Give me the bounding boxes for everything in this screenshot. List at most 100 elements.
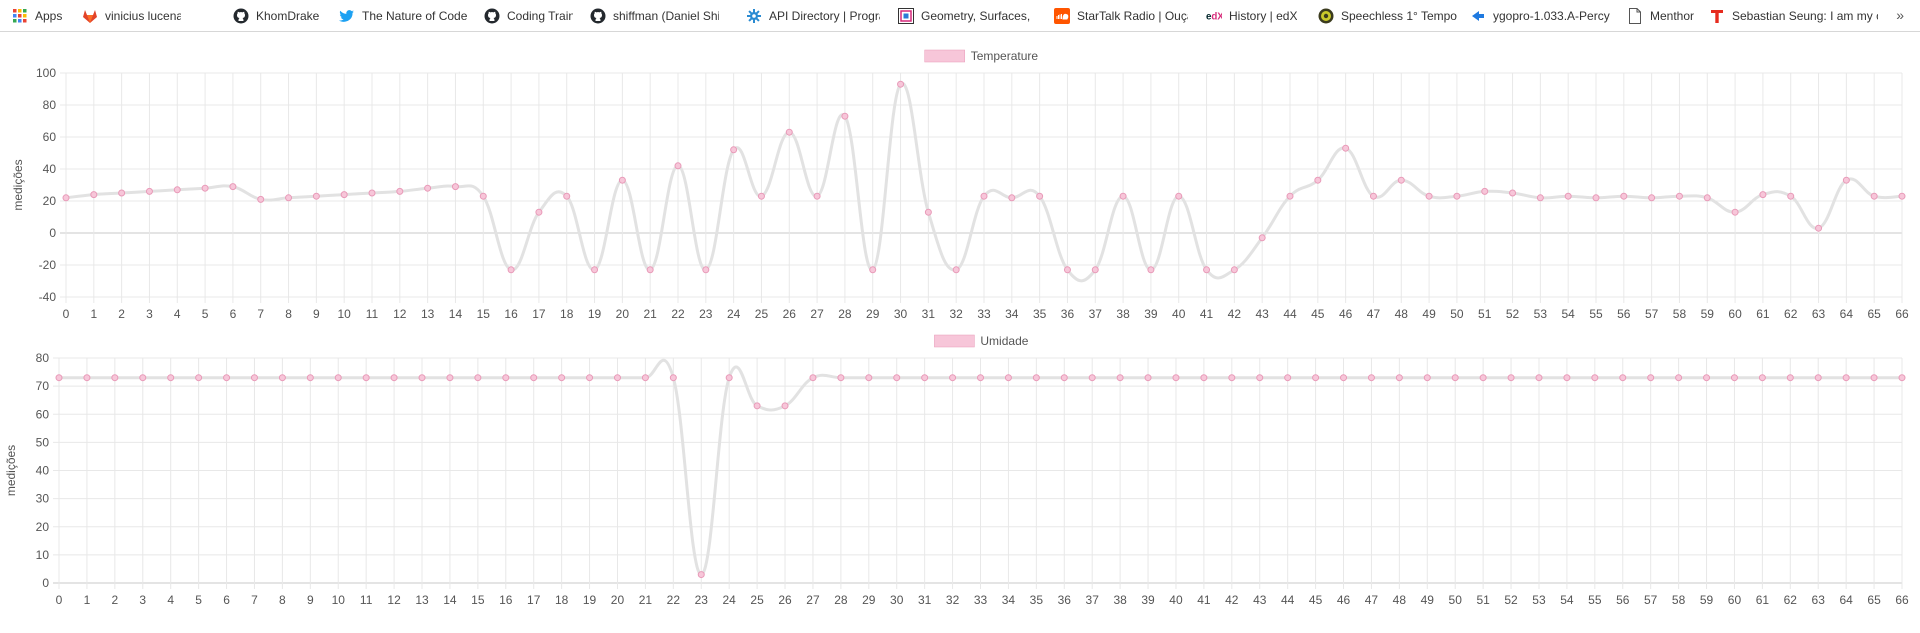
data-point [257, 195, 265, 203]
x-tick-label: 28 [834, 593, 848, 607]
x-tick-label: 57 [1645, 307, 1659, 321]
legend-swatch [924, 49, 965, 63]
data-point [285, 194, 293, 202]
bookmark-label: API Directory | ProgrammableWeb [769, 8, 880, 23]
x-tick-label: 55 [1588, 593, 1602, 607]
x-tick-label: 11 [366, 307, 379, 321]
x-tick-label: 63 [1812, 593, 1826, 607]
data-point [278, 374, 286, 382]
x-tick-label: 65 [1868, 307, 1882, 321]
bookmark-label: History | edX [1229, 8, 1298, 23]
x-tick-label: 12 [387, 593, 401, 607]
x-tick-label: 29 [862, 593, 876, 607]
x-tick-label: 19 [583, 593, 597, 607]
bookmark-item[interactable]: Sebastian Seung: I am my connectome [1709, 0, 1878, 31]
x-tick-label: 50 [1450, 307, 1464, 321]
bookmark-item[interactable]: Apps [12, 0, 62, 31]
x-tick-label: 6 [230, 307, 237, 321]
bookmark-item[interactable]: ygopro-1.033.A-Percy [1470, 0, 1610, 31]
gitlab-icon [82, 8, 98, 24]
x-tick-label: 47 [1367, 307, 1381, 321]
x-tick-label: 25 [755, 307, 769, 321]
bookmark-item[interactable]: edX History | edX [1206, 0, 1297, 31]
y-tick-label: 50 [36, 435, 50, 449]
speechless-icon [1318, 8, 1334, 24]
data-point [618, 176, 626, 184]
bookmark-item[interactable]: KhomDrake [233, 0, 319, 31]
data-point [118, 189, 126, 197]
data-point [1870, 192, 1878, 200]
data-point [1088, 374, 1096, 382]
bookmark-item[interactable]: StarTalk Radio | Ouça [1054, 0, 1188, 31]
data-point [977, 374, 984, 382]
x-tick-label: 56 [1617, 307, 1631, 321]
y-tick-label: 70 [36, 379, 50, 393]
y-tick-label: -20 [39, 258, 57, 272]
x-tick-label: 8 [279, 593, 286, 607]
x-tick-label: 4 [174, 307, 181, 321]
bookmark-item[interactable]: Coding Train [484, 0, 573, 31]
x-tick-label: 5 [202, 307, 209, 321]
bookmark-item[interactable]: Menthor [1627, 0, 1694, 31]
y-tick-label: 80 [43, 98, 57, 112]
x-tick-label: 17 [532, 307, 546, 321]
data-point [111, 374, 119, 382]
data-point [446, 374, 454, 382]
data-point [507, 266, 515, 274]
data-point [1787, 192, 1795, 200]
data-point [1116, 374, 1124, 382]
bookmark-label: vinicius lucena viana [105, 8, 181, 23]
data-point [1563, 374, 1571, 382]
bookmark-item[interactable]: vinicius lucena viana [82, 0, 181, 31]
x-tick-label: 2 [112, 593, 119, 607]
data-point [1647, 374, 1655, 382]
data-point [841, 112, 849, 120]
bookmark-item[interactable]: The Nature of Code [339, 0, 467, 31]
svg-text:e: e [1206, 11, 1212, 22]
data-point [250, 374, 258, 382]
y-tick-label: 40 [43, 162, 57, 176]
x-tick-label: 38 [1116, 307, 1130, 321]
x-tick-label: 0 [56, 593, 63, 607]
data-point [340, 191, 348, 199]
bookmarks-overflow-button[interactable]: » [1896, 7, 1904, 23]
x-tick-label: 29 [866, 307, 880, 321]
data-point [1091, 266, 1099, 274]
y-tick-label: 20 [36, 520, 50, 534]
y-tick-label: 60 [36, 407, 50, 421]
bookmarks-bar: Apps vinicius lucena viana KhomDrake The Na… [0, 0, 1920, 32]
data-point [1814, 374, 1822, 382]
x-tick-label: 3 [146, 307, 153, 321]
edx-icon: edX [1206, 8, 1222, 24]
bookmark-item[interactable]: Geometry, Surfaces, Curves, Polyhedra [898, 0, 1032, 31]
x-tick-label: 30 [894, 307, 908, 321]
github-icon [484, 8, 500, 24]
data-point [641, 374, 649, 382]
bookmark-item[interactable]: Speechless 1° Temporada [1318, 0, 1457, 31]
data-point [669, 374, 677, 382]
x-tick-label: 30 [890, 593, 904, 607]
data-point [563, 192, 571, 200]
x-tick-label: 48 [1393, 593, 1407, 607]
bookmark-item[interactable]: shiffman (Daniel Shiffman) [590, 0, 719, 31]
data-point [1342, 144, 1350, 152]
x-tick-label: 12 [393, 307, 407, 321]
data-point [813, 192, 821, 200]
data-point [697, 571, 705, 579]
data-point [418, 374, 426, 382]
legend-swatch [934, 334, 975, 348]
data-point [502, 374, 510, 382]
data-point [1369, 192, 1377, 200]
x-tick-label: 61 [1756, 593, 1770, 607]
data-point [1147, 266, 1155, 274]
bookmark-item[interactable]: API Directory | ProgrammableWeb [746, 0, 880, 31]
y-tick-label: 10 [36, 548, 50, 562]
apps-grid-icon [12, 8, 28, 24]
x-tick-label: 20 [616, 307, 630, 321]
x-tick-label: 23 [695, 593, 709, 607]
y-tick-label: 30 [36, 492, 50, 506]
data-point [1397, 176, 1405, 184]
x-tick-label: 62 [1784, 307, 1798, 321]
data-point [1144, 374, 1152, 382]
data-point [1507, 374, 1515, 382]
